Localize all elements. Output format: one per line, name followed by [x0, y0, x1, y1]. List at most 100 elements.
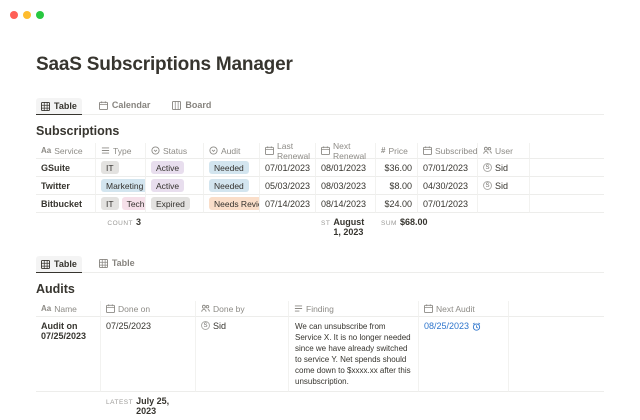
tab-table[interactable]: Table — [36, 98, 82, 115]
column-header-done-by[interactable]: Done by — [196, 301, 289, 317]
subscriptions-table: Aa Service Type Status Audit Last Rene — [36, 141, 604, 241]
column-header-user[interactable]: User — [478, 143, 530, 159]
tab-board[interactable]: Board — [167, 97, 216, 114]
cell-price[interactable]: $36.00 — [376, 159, 418, 177]
cell-type[interactable]: IT Tech — [96, 195, 146, 213]
cell-blank[interactable] — [509, 317, 604, 392]
sum-aggregate[interactable]: SUM $68.00 — [376, 213, 478, 241]
footer-spacer — [509, 392, 604, 420]
count-aggregate[interactable]: COUNT 3 — [96, 213, 146, 241]
cell-last-renewal[interactable]: 07/14/2023 — [260, 195, 316, 213]
column-header-status[interactable]: Status — [146, 143, 204, 159]
cell-done-on[interactable]: 07/25/2023 — [101, 317, 196, 392]
column-header-subscribed[interactable]: Subscribed — [418, 143, 478, 159]
cell-last-renewal[interactable]: 05/03/2023 — [260, 177, 316, 195]
people-icon — [483, 146, 492, 155]
cell-type[interactable]: Marketing — [96, 177, 146, 195]
column-header-blank[interactable] — [509, 301, 604, 317]
cell-status[interactable]: Expired — [146, 195, 204, 213]
calendar-icon — [423, 146, 432, 155]
aggregate-value: August 1, 2023 — [333, 217, 365, 237]
tab-table-1[interactable]: Table — [36, 256, 82, 273]
aggregate-label: COUNT — [107, 220, 133, 227]
cell-audit[interactable]: Needed — [204, 177, 260, 195]
cell-service[interactable]: Twitter — [36, 177, 96, 195]
reminder-date: 08/25/2023 — [424, 321, 481, 331]
cell-next-renewal[interactable]: 08/14/2023 — [316, 195, 376, 213]
cell-subscribed[interactable]: 07/01/2023 — [418, 159, 478, 177]
minimize-button[interactable] — [23, 11, 31, 19]
cell-user[interactable]: S Sid — [478, 159, 530, 177]
cell-price[interactable]: $24.00 — [376, 195, 418, 213]
cell-service[interactable]: Bitbucket — [36, 195, 96, 213]
column-header-price[interactable]: # Price — [376, 143, 418, 159]
column-label: Service — [54, 145, 83, 156]
audits-table: Aa Name Done on Done by Finding Next A — [36, 301, 604, 420]
cell-user[interactable] — [478, 195, 530, 213]
column-header-type[interactable]: Type — [96, 143, 146, 159]
cell-user[interactable]: S Sid — [478, 177, 530, 195]
cell-name[interactable]: Audit on 07/25/2023 — [36, 317, 101, 392]
latest-aggregate[interactable]: LATEST July 25, 2023 — [101, 392, 196, 420]
audits-heading: Audits — [36, 282, 75, 296]
aggregate-value: $68.00 — [399, 217, 428, 227]
calendar-icon — [321, 146, 330, 155]
column-header-blank[interactable] — [530, 143, 604, 159]
table-icon — [41, 101, 50, 111]
column-header-finding[interactable]: Finding — [289, 301, 419, 317]
cell-last-renewal[interactable]: 07/01/2023 — [260, 159, 316, 177]
reminder-date-text: 08/25/2023 — [424, 321, 470, 331]
cell-status[interactable]: Active — [146, 159, 204, 177]
cell-price[interactable]: $8.00 — [376, 177, 418, 195]
column-header-name[interactable]: Aa Name — [36, 301, 101, 317]
cell-status[interactable]: Active — [146, 177, 204, 195]
column-header-next-audit[interactable]: Next Audit — [419, 301, 509, 317]
column-label: Price — [388, 145, 408, 156]
tag: Needs Review — [209, 197, 259, 210]
tab-label: Calendar — [111, 100, 151, 110]
cell-blank[interactable] — [530, 159, 604, 177]
cell-next-renewal[interactable]: 08/01/2023 — [316, 159, 376, 177]
avatar: S — [483, 181, 492, 190]
close-button[interactable] — [10, 11, 18, 19]
cell-subscribed[interactable]: 04/30/2023 — [418, 177, 478, 195]
tag: Active — [151, 179, 185, 192]
page-title[interactable]: SaaS Subscriptions Manager — [36, 54, 293, 75]
title-property-icon: Aa — [41, 146, 52, 155]
subscriptions-heading: Subscriptions — [36, 124, 120, 138]
user-name: Sid — [495, 180, 509, 191]
cell-next-renewal[interactable]: 08/03/2023 — [316, 177, 376, 195]
column-header-audit[interactable]: Audit — [204, 143, 260, 159]
audits-view-tabs: Table Table — [36, 255, 604, 273]
avatar: S — [201, 321, 210, 330]
column-label: Done on — [118, 303, 151, 314]
footer-spacer — [36, 213, 96, 241]
column-label: Name — [54, 303, 77, 314]
cell-blank[interactable] — [530, 177, 604, 195]
column-label: Subscribed — [435, 145, 478, 156]
earliest-aggregate[interactable]: ST August 1, 2023 — [316, 213, 376, 241]
column-header-done-on[interactable]: Done on — [101, 301, 196, 317]
tab-table-2[interactable]: Table — [94, 255, 140, 272]
alarm-clock-icon — [472, 322, 481, 331]
cell-audit[interactable]: Needs Review — [204, 195, 260, 213]
tab-label: Table — [54, 259, 77, 269]
tab-calendar[interactable]: Calendar — [94, 97, 156, 114]
cell-type[interactable]: IT — [96, 159, 146, 177]
footer-spacer — [204, 213, 260, 241]
cell-blank[interactable] — [530, 195, 604, 213]
calendar-icon — [106, 304, 115, 313]
cell-done-by[interactable]: S Sid — [196, 317, 289, 392]
board-icon — [172, 100, 182, 110]
column-header-next-renewal[interactable]: Next Renewal — [316, 141, 376, 161]
cell-finding[interactable]: We can unsubscribe from Service X. It is… — [289, 317, 419, 392]
column-label: Finding — [306, 303, 334, 314]
zoom-button[interactable] — [36, 11, 44, 19]
cell-subscribed[interactable]: 07/01/2023 — [418, 195, 478, 213]
cell-audit[interactable]: Needed — [204, 159, 260, 177]
column-header-service[interactable]: Aa Service — [36, 143, 96, 159]
cell-next-audit[interactable]: 08/25/2023 — [419, 317, 509, 392]
column-header-last-renewal[interactable]: Last Renewal — [260, 141, 316, 161]
avatar: S — [483, 163, 492, 172]
cell-service[interactable]: GSuite — [36, 159, 96, 177]
